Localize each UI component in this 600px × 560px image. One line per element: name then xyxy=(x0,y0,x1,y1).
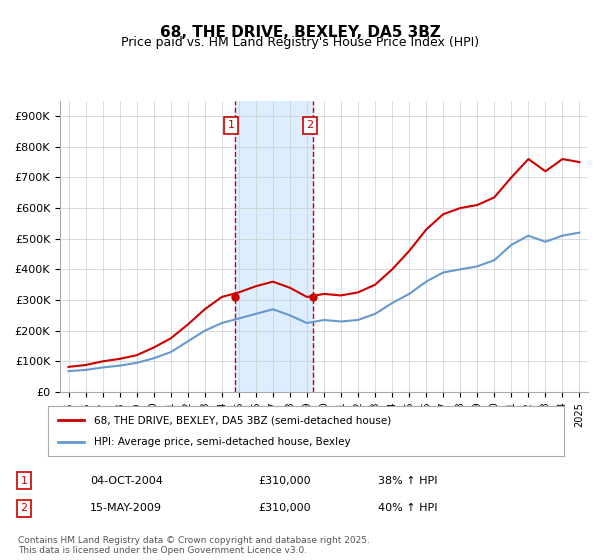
Text: Contains HM Land Registry data © Crown copyright and database right 2025.
This d: Contains HM Land Registry data © Crown c… xyxy=(18,536,370,555)
Text: 15-MAY-2009: 15-MAY-2009 xyxy=(90,503,162,513)
Text: 2: 2 xyxy=(307,120,313,130)
Text: Price paid vs. HM Land Registry's House Price Index (HPI): Price paid vs. HM Land Registry's House … xyxy=(121,36,479,49)
Text: HPI: Average price, semi-detached house, Bexley: HPI: Average price, semi-detached house,… xyxy=(94,437,351,447)
Text: 38% ↑ HPI: 38% ↑ HPI xyxy=(378,476,437,486)
Text: 1: 1 xyxy=(227,120,235,130)
Text: 68, THE DRIVE, BEXLEY, DA5 3BZ (semi-detached house): 68, THE DRIVE, BEXLEY, DA5 3BZ (semi-det… xyxy=(94,415,392,425)
Text: 2: 2 xyxy=(20,503,28,513)
Text: 1: 1 xyxy=(20,476,28,486)
Text: 40% ↑ HPI: 40% ↑ HPI xyxy=(378,503,437,513)
Text: £310,000: £310,000 xyxy=(258,503,311,513)
Text: 04-OCT-2004: 04-OCT-2004 xyxy=(90,476,163,486)
Bar xyxy=(235,101,313,392)
Text: £310,000: £310,000 xyxy=(258,476,311,486)
Text: 68, THE DRIVE, BEXLEY, DA5 3BZ: 68, THE DRIVE, BEXLEY, DA5 3BZ xyxy=(160,25,440,40)
